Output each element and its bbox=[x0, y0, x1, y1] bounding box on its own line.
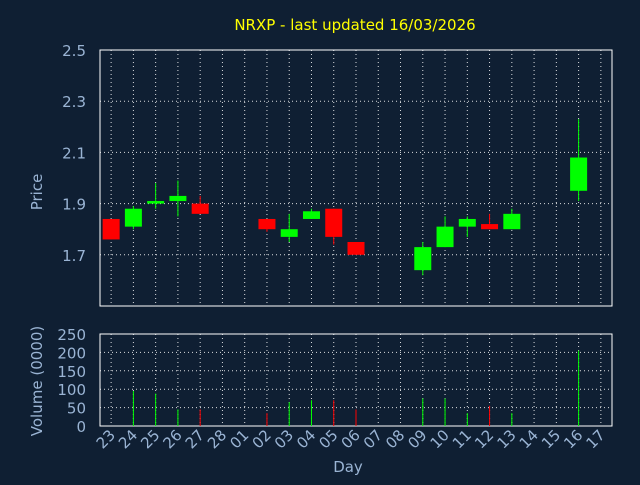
price-tick-label: 1.7 bbox=[62, 247, 86, 265]
candle-body bbox=[325, 208, 343, 237]
candle-body bbox=[414, 247, 432, 271]
volume-tick-label: 50 bbox=[67, 400, 86, 418]
candle-body bbox=[124, 208, 142, 227]
day-axis-label: Day bbox=[333, 458, 363, 476]
candle-body bbox=[458, 218, 476, 227]
candle-body bbox=[503, 213, 521, 230]
candle-body bbox=[481, 224, 499, 230]
candle-body bbox=[570, 157, 588, 191]
candles bbox=[102, 119, 588, 276]
volume-tick-label: 250 bbox=[57, 326, 86, 344]
volume-axis-label: Volume (0000) bbox=[28, 326, 46, 436]
volume-tick-label: 100 bbox=[57, 381, 86, 399]
candle-body bbox=[436, 226, 454, 248]
price-axis-ticks: 2.5 2.3 2.1 1.9 1.7 bbox=[62, 42, 86, 265]
volume-bars bbox=[132, 350, 580, 426]
price-tick-label: 2.3 bbox=[62, 93, 86, 111]
candle-body bbox=[147, 201, 165, 204]
volume-tick-label: 0 bbox=[76, 418, 86, 436]
candle-body bbox=[258, 218, 276, 230]
volume-tick-label: 200 bbox=[57, 344, 86, 362]
day-tick-label: 17 bbox=[582, 426, 608, 452]
chart-title: NRXP - last updated 16/03/2026 bbox=[234, 16, 475, 34]
grid-lines bbox=[100, 49, 612, 427]
candle-body bbox=[191, 203, 209, 214]
day-axis-ticks: 2324252627280102030405060708091011121314… bbox=[93, 426, 609, 452]
candle-body bbox=[169, 195, 187, 202]
price-tick-label: 2.1 bbox=[62, 144, 86, 162]
price-tick-label: 2.5 bbox=[62, 42, 86, 60]
price-tick-label: 1.9 bbox=[62, 196, 86, 214]
volume-tick-label: 150 bbox=[57, 363, 86, 381]
price-axis-label: Price bbox=[28, 174, 46, 211]
candle-body bbox=[280, 229, 298, 237]
candle-body bbox=[347, 242, 365, 255]
candle-body bbox=[302, 211, 320, 219]
candle-body bbox=[102, 218, 120, 240]
